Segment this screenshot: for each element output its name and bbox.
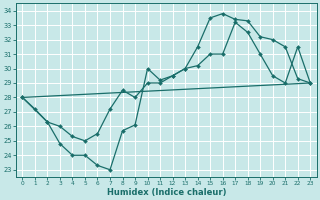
X-axis label: Humidex (Indice chaleur): Humidex (Indice chaleur) [107,188,226,197]
